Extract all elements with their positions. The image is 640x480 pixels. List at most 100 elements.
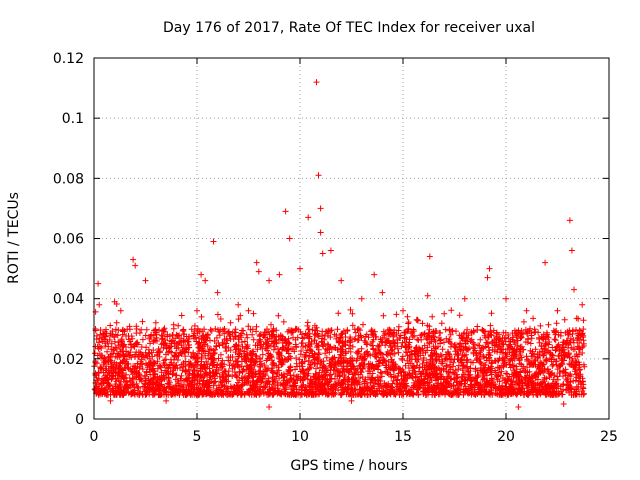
data-point [519,365,526,372]
data-point [461,295,468,302]
data-point [346,376,353,383]
data-point [351,326,358,333]
data-point [209,391,216,398]
data-point [308,338,315,345]
data-point [361,380,368,387]
data-point [482,380,489,387]
data-point [567,361,574,368]
data-point [102,333,109,340]
data-point [321,387,328,394]
data-point [107,322,114,329]
data-point [423,359,430,366]
data-point [212,325,219,332]
data-point [345,345,352,352]
data-point [448,307,455,314]
data-point [560,373,566,380]
data-point [307,361,314,368]
data-point [102,340,109,347]
data-point [458,373,465,380]
data-point [276,350,283,357]
data-point [279,345,286,352]
data-point [131,390,138,397]
data-point [506,341,513,348]
data-point [232,349,239,356]
data-point [516,382,523,389]
data-point [210,350,217,357]
data-point [335,387,342,394]
data-point [289,346,296,353]
data-point [418,332,425,338]
data-point [419,369,426,375]
data-point [437,371,444,378]
data-point [486,265,493,272]
data-point [572,365,579,372]
data-point [102,365,109,372]
data-point [305,342,312,349]
data-point [92,326,99,332]
data-point [143,360,149,367]
data-point [439,346,446,353]
data-point [422,388,429,395]
data-point [235,350,242,357]
data-point [249,351,255,358]
data-point [135,385,142,392]
data-point [259,345,266,352]
data-point [569,357,576,364]
data-point [268,321,274,328]
data-point [387,384,394,391]
data-point [579,350,586,356]
data-point [462,376,469,383]
data-point [435,343,441,350]
data-point [337,391,344,398]
data-point [437,351,444,358]
data-point [428,334,435,341]
data-point [539,348,545,355]
data-point [389,359,396,366]
data-point [432,338,439,345]
data-point [578,381,585,388]
data-point [172,389,179,396]
x-axis-label: GPS time / hours [290,458,407,474]
data-point [144,364,151,371]
data-point [357,375,364,382]
data-point [398,373,405,379]
data-point [125,384,132,391]
data-point [296,389,302,396]
data-point [116,382,123,389]
data-point [474,380,481,387]
data-point [322,365,329,371]
data-point [495,343,502,350]
data-point [108,340,115,347]
data-point [500,363,507,370]
data-point [347,306,354,313]
data-point [497,372,504,379]
data-point [99,380,106,387]
data-point [390,391,397,398]
data-point [466,388,473,395]
data-point [245,307,252,314]
data-point [143,388,150,395]
data-point [163,351,169,358]
data-point [375,374,382,381]
data-point [279,359,286,365]
data-point [456,312,463,319]
data-point [579,388,586,394]
data-point [383,351,390,358]
data-point [516,376,523,383]
data-point [365,386,372,393]
data-point [547,390,554,397]
data-point [250,336,257,343]
data-point [187,382,194,389]
data-point [111,359,118,366]
data-point [163,371,170,378]
data-point [304,331,311,338]
data-point [142,349,149,356]
data-point [118,336,125,343]
data-point [287,353,293,360]
data-point [327,334,334,341]
data-point [115,375,122,382]
data-point [471,341,478,348]
data-point [545,334,552,341]
data-point [445,348,452,355]
